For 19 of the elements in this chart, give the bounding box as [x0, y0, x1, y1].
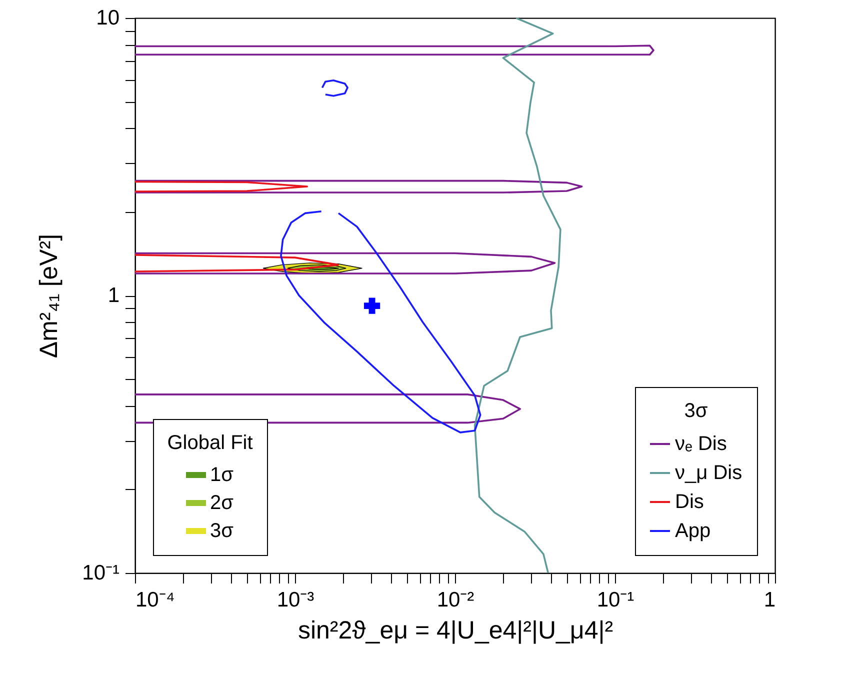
y-tick-label: 10: [96, 6, 120, 30]
legend-label: νₑ Dis: [675, 433, 727, 455]
x-tick-label: 1: [764, 588, 776, 612]
y-axis-title: Δm²₄₁ [eV²]: [35, 234, 64, 358]
x-axis-title: sin²2ϑ_eμ = 4|U_e4|²|U_μ4|²: [298, 616, 614, 644]
x-tick-label: 10⁻¹: [596, 588, 634, 612]
y-tick-label: 1: [108, 284, 120, 307]
x-tick-label: 10⁻⁴: [136, 588, 175, 612]
legend-label: App: [675, 520, 711, 542]
legend-label: 2σ: [210, 492, 234, 514]
text: Global Fit: [167, 432, 253, 454]
legend-label: ν_μ Dis: [675, 462, 742, 484]
legend-label: 3σ: [210, 520, 234, 542]
x-tick-label: 10⁻³: [276, 588, 314, 612]
y-tick-label: 10⁻¹: [82, 562, 120, 584]
text: 3σ: [684, 400, 708, 422]
legend-label: Dis: [675, 491, 704, 513]
legend-label: 1σ: [210, 464, 234, 486]
x-tick-label: 10⁻²: [436, 588, 474, 612]
